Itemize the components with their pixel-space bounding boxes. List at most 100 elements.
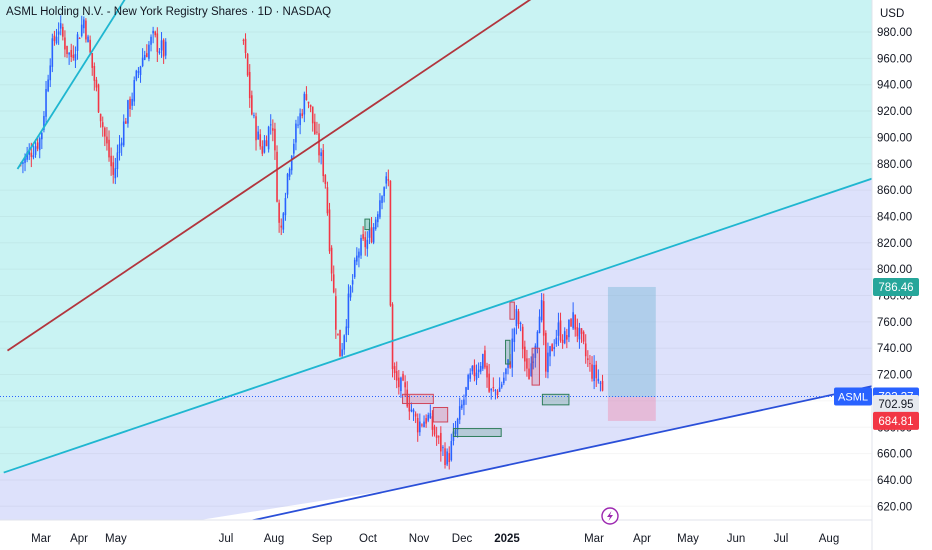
candle-body xyxy=(26,152,28,160)
candle-body xyxy=(540,300,543,321)
price-axis[interactable]: 620.00640.00660.00680.00700.00720.00740.… xyxy=(877,27,912,513)
candle-body xyxy=(458,406,461,420)
candle-body xyxy=(106,136,108,144)
candle-body xyxy=(566,335,568,340)
candle-body xyxy=(343,335,346,350)
candle-body xyxy=(305,94,308,100)
candle-body xyxy=(282,213,285,230)
position-target-zone[interactable] xyxy=(607,286,656,398)
candle-body xyxy=(515,309,518,327)
trendline-channel-bottom[interactable] xyxy=(213,382,890,529)
candle-body xyxy=(389,180,392,306)
range-box[interactable] xyxy=(364,218,371,231)
candle-body xyxy=(57,31,60,35)
candle-body xyxy=(41,132,43,140)
candle-body xyxy=(110,155,112,167)
range-box[interactable] xyxy=(509,301,515,320)
candle-body xyxy=(425,418,427,424)
candle-body xyxy=(290,156,293,171)
range-box[interactable] xyxy=(531,347,540,386)
candle-body xyxy=(259,134,262,147)
range-box[interactable] xyxy=(432,406,449,423)
candle-body xyxy=(402,373,404,381)
position-stop-zone[interactable] xyxy=(607,397,656,421)
price-tick-label: 760.00 xyxy=(877,317,912,329)
currency-label[interactable]: USD xyxy=(880,8,905,20)
trendline-channel-top[interactable] xyxy=(3,171,894,474)
candle-body xyxy=(553,347,556,350)
candle-body xyxy=(547,352,549,373)
price-label-entry[interactable] xyxy=(873,395,919,414)
candle-body xyxy=(517,311,520,325)
price-tick-label: 960.00 xyxy=(877,53,912,65)
candle-body xyxy=(326,187,329,214)
candle-body xyxy=(129,98,131,110)
candle-body xyxy=(383,187,385,197)
candle-body xyxy=(530,363,532,377)
candle-body xyxy=(582,331,585,342)
candle-body xyxy=(135,70,138,80)
candle-body xyxy=(545,332,547,372)
candle-body xyxy=(311,106,314,124)
candle-body xyxy=(360,237,362,256)
candle-body xyxy=(433,426,436,435)
candle-body xyxy=(448,453,451,463)
time-tick-label: Mar xyxy=(584,533,604,545)
candle-body xyxy=(570,319,572,327)
candle-body xyxy=(80,24,83,36)
candle-body xyxy=(500,384,503,388)
price-label-target[interactable] xyxy=(873,277,919,296)
candle-body xyxy=(70,49,73,58)
candle-body xyxy=(148,44,150,59)
price-tick-label: 920.00 xyxy=(877,106,912,118)
candle-body xyxy=(248,72,251,99)
candle-body xyxy=(429,413,432,419)
candle-body xyxy=(446,451,448,465)
candle-body xyxy=(423,421,425,428)
flash-icon[interactable] xyxy=(601,507,619,525)
time-tick-label: Apr xyxy=(70,533,88,545)
range-box[interactable] xyxy=(541,393,570,406)
candle-body xyxy=(97,84,100,113)
trendline-middle-line[interactable] xyxy=(6,0,701,352)
time-tick-label: Sep xyxy=(312,533,332,545)
price-label-stop-text: 684.81 xyxy=(878,416,913,428)
candle-body xyxy=(108,139,110,158)
time-tick-label: Nov xyxy=(409,533,430,545)
symbol-tag[interactable] xyxy=(834,387,872,406)
candle-body xyxy=(276,151,278,202)
candle-body xyxy=(456,418,459,430)
range-box[interactable] xyxy=(505,339,511,365)
candle-body xyxy=(286,173,289,195)
candle-body xyxy=(251,95,253,115)
time-axis[interactable]: Mar Apr May Jul Aug Sep Oct Nov Dec 2025 Mar Apr May… xyxy=(31,533,839,545)
candle-body xyxy=(412,409,415,413)
candle-body xyxy=(162,39,165,57)
candle-body xyxy=(435,435,438,438)
symbol-tag-label: ASML xyxy=(838,391,868,403)
upper-channel-fill xyxy=(0,0,872,474)
price-label-stop[interactable] xyxy=(873,411,919,430)
candle-body xyxy=(372,227,375,243)
candle-body xyxy=(324,174,327,184)
range-box[interactable] xyxy=(402,393,434,405)
candle-body xyxy=(593,365,595,382)
candle-body xyxy=(269,124,272,126)
candle-body xyxy=(72,54,75,58)
candle-body xyxy=(440,432,442,452)
range-box[interactable] xyxy=(452,428,502,437)
candle-body xyxy=(295,123,297,143)
candle-body xyxy=(337,333,339,335)
candle-body xyxy=(154,31,157,36)
candle-body xyxy=(112,162,115,175)
candle-body xyxy=(536,331,539,348)
candle-body xyxy=(146,53,148,58)
candle-body xyxy=(322,150,325,177)
candle-body xyxy=(127,100,129,124)
trendline-upper-channel[interactable] xyxy=(16,0,190,170)
candle-body xyxy=(253,115,255,117)
candle-body xyxy=(568,319,570,338)
candle-body xyxy=(584,343,587,357)
candle-body xyxy=(391,304,394,370)
